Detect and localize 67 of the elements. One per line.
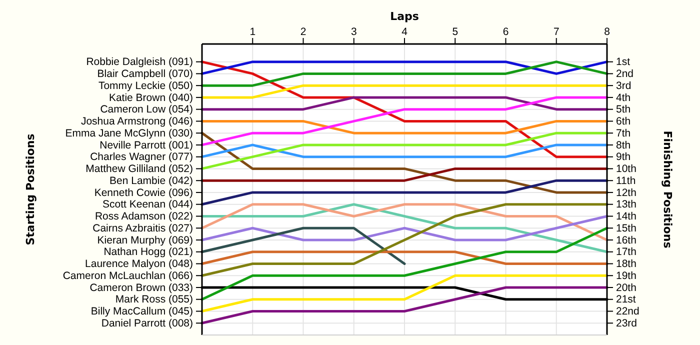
x-tick-label: 8 bbox=[604, 26, 610, 38]
x-tick-label: 1 bbox=[250, 26, 256, 38]
y2-tick-label: 7th bbox=[616, 127, 631, 140]
x-tick-label: 3 bbox=[350, 26, 357, 38]
y2-tick-label: 3rd bbox=[616, 80, 632, 92]
category-label: Kieran Murphy (069) bbox=[97, 234, 193, 246]
y2-tick-label: 5th bbox=[616, 104, 631, 116]
y2-axis-title: Finishing Positions bbox=[661, 130, 674, 249]
x-tick-label: 7 bbox=[553, 26, 560, 38]
y2-tick-label: 15th bbox=[616, 222, 637, 234]
category-label: Nathan Hogg (021) bbox=[104, 246, 193, 258]
x-tick-label: 6 bbox=[502, 26, 509, 38]
x-tick-label: 4 bbox=[402, 26, 408, 38]
line-series bbox=[200, 96, 608, 146]
category-label: Cairns Azbraitis (027) bbox=[92, 222, 193, 234]
x-tick-label: 2 bbox=[300, 26, 306, 38]
y2-tick-label: 2nd bbox=[616, 68, 634, 80]
y2-tick-label: 14th bbox=[616, 210, 637, 223]
category-label: Daniel Parrott (008) bbox=[101, 317, 193, 330]
line-series bbox=[200, 60, 608, 158]
y2-tick-label: 1st bbox=[616, 56, 630, 68]
line-series bbox=[200, 132, 608, 170]
y2-tick-label: 11th bbox=[616, 174, 636, 187]
y2-tick-label: 8th bbox=[616, 139, 631, 152]
y2-tick-label: 10th bbox=[616, 163, 637, 176]
y2-tick-label: 20th bbox=[616, 282, 637, 294]
y2-tick-label: 13th bbox=[616, 198, 637, 211]
category-label: Ben Lambie (042) bbox=[110, 174, 193, 187]
category-label: Blair Campbell (070) bbox=[97, 68, 193, 80]
category-label: Cameron McLauchlan (066) bbox=[62, 270, 193, 282]
y2-tick-label: 16th bbox=[616, 234, 637, 246]
line-series bbox=[200, 132, 608, 194]
line-series bbox=[200, 203, 608, 277]
category-label: Ross Adamson (022) bbox=[94, 210, 193, 223]
category-label: Joshua Armstrong (046) bbox=[80, 116, 193, 128]
category-label: Laurence Malyon (048) bbox=[85, 258, 193, 270]
y2-tick-label: 21st bbox=[616, 294, 636, 306]
x-tick-label: 5 bbox=[452, 26, 458, 38]
y2-tick-label: 23rd bbox=[616, 317, 638, 330]
category-label: Kenneth Cowie (096) bbox=[94, 186, 193, 199]
x-axis-title: Laps bbox=[390, 10, 420, 23]
category-label: Katie Brown (040) bbox=[108, 92, 193, 104]
line-series bbox=[200, 203, 608, 242]
category-label: Matthew Gilliland (052) bbox=[86, 163, 193, 176]
category-label: Charles Wagner (077) bbox=[90, 151, 193, 164]
y2-tick-label: 22nd bbox=[616, 306, 640, 318]
y2-tick-label: 12th bbox=[616, 186, 637, 199]
y2-tick-label: 17th bbox=[616, 246, 637, 258]
text: Starting Positions bbox=[24, 133, 37, 246]
category-label: Scott Keenan (044) bbox=[102, 198, 193, 211]
line-series bbox=[200, 226, 608, 301]
category-label: Neville Parrott (001) bbox=[100, 139, 193, 152]
category-label: Robbie Dalgleish (091) bbox=[86, 56, 193, 68]
category-label: Tommy Leckie (050) bbox=[98, 80, 193, 92]
category-label: Billy MacCallum (045) bbox=[90, 306, 193, 318]
category-label: Mark Ross (055) bbox=[115, 294, 193, 306]
category-label: Cameron Low (054) bbox=[100, 104, 193, 116]
category-label: Cameron Brown (033) bbox=[90, 282, 193, 294]
line-series bbox=[200, 226, 406, 265]
y2-tick-label: 4th bbox=[616, 92, 631, 104]
line-series bbox=[200, 286, 608, 324]
y2-tick-label: 19th bbox=[616, 270, 637, 282]
y2-tick-label: 6th bbox=[616, 116, 631, 128]
category-label: Emma Jane McGlynn (030) bbox=[65, 127, 193, 140]
y2-tick-label: 9th bbox=[616, 151, 631, 164]
y2-tick-label: 18th bbox=[616, 258, 637, 270]
line-series bbox=[200, 203, 608, 254]
